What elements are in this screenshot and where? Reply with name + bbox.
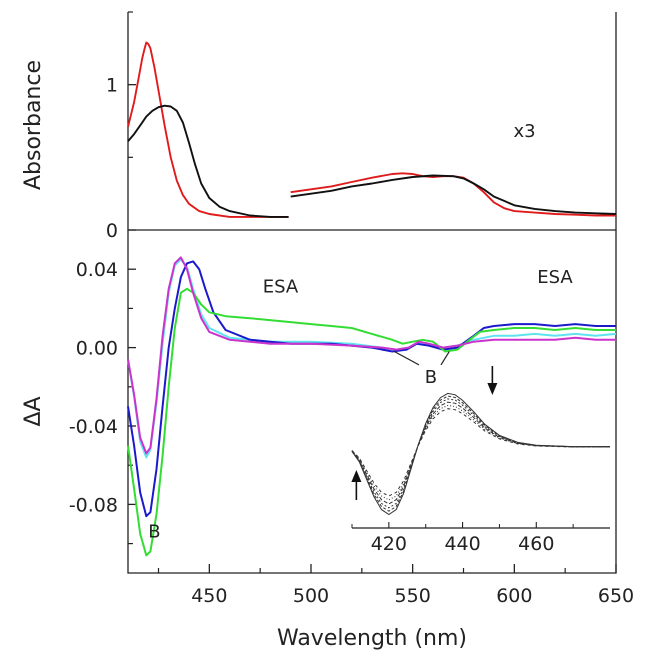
absorbance-line-1-1 xyxy=(290,174,617,215)
inset-plot: 420 440 460 xyxy=(351,366,610,555)
delta-a-line-3 xyxy=(127,256,616,455)
bottom-plot-frame xyxy=(127,230,617,574)
x-tick-label: 600 xyxy=(496,585,532,607)
delta-a-line-0 xyxy=(127,258,617,459)
inset-trace-2 xyxy=(351,398,610,509)
y-tick-label: -0.08 xyxy=(69,494,118,516)
top-plot-frame xyxy=(127,12,617,231)
inset-trace-3 xyxy=(351,401,610,505)
y-tick-label: -0.04 xyxy=(69,416,118,438)
b-pointer-line-left xyxy=(394,350,420,366)
x-axis-label-wavelength: Wavelength (nm) xyxy=(277,626,467,651)
inset-trace-4 xyxy=(351,404,610,501)
y-axis-label-absorbance: Absorbance xyxy=(21,60,46,190)
y-tick-label: 0.00 xyxy=(76,338,118,360)
inset-up-arrow-head xyxy=(351,470,362,482)
inset-x-tick-label: 420 xyxy=(371,533,407,555)
inset-x-tick-label: 440 xyxy=(444,533,480,555)
inset-down-arrow-head xyxy=(487,383,498,395)
inset-trace-0 xyxy=(351,392,610,516)
x-tick-label: 500 xyxy=(293,585,329,607)
inset-trace-1 xyxy=(351,395,610,512)
delta-a-line-2 xyxy=(127,287,616,557)
y-tick-label: 0.04 xyxy=(76,259,118,281)
annotation-b-3: B xyxy=(148,522,160,543)
annotation-b-2: B xyxy=(425,367,437,388)
absorbance-line-1-0 xyxy=(127,104,289,218)
annotation-x3: x3 xyxy=(513,121,535,142)
bottom-axis-ticks: 450 500 550 600 650 0.04 0.00 -0.04 -0.08 xyxy=(69,259,634,607)
delta-a-series xyxy=(127,256,617,557)
inset-trace-5 xyxy=(351,408,610,497)
top-y-tick-label: 0 xyxy=(106,220,118,242)
absorbance-panel: 01 x3 Absorbance xyxy=(21,11,617,242)
annotation-esa-1: ESA xyxy=(537,267,573,288)
b-pointer-line-right xyxy=(440,351,450,366)
bottom-annotations: ESA ESA B B xyxy=(148,267,573,543)
annotation-esa-0: ESA xyxy=(263,277,299,298)
x-tick-label: 450 xyxy=(191,585,227,607)
inset-x-tick-label: 460 xyxy=(518,533,554,555)
top-y-tick-label: 1 xyxy=(106,75,118,97)
delta-a-line-1 xyxy=(127,260,616,518)
x-tick-label: 650 xyxy=(598,585,634,607)
absorbance-series: x3 xyxy=(127,41,617,218)
absorbance-line-0-1 xyxy=(290,172,616,217)
y-axis-label-delta-a: ΔA xyxy=(21,396,46,426)
top-y-ticks: 01 xyxy=(106,11,136,242)
x-tick-label: 550 xyxy=(395,585,431,607)
absorbance-line-0-0 xyxy=(127,41,289,218)
